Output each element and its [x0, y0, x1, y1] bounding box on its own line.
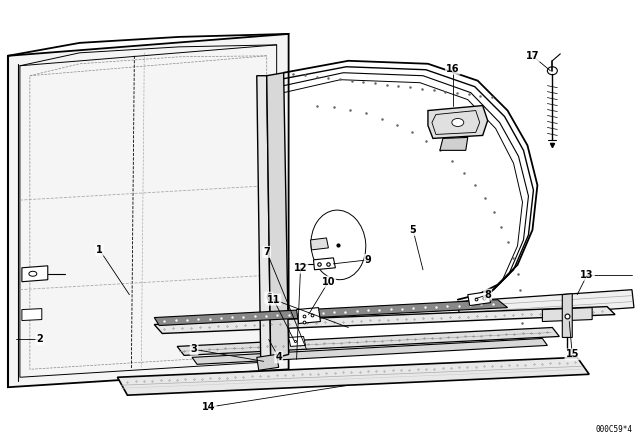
- Ellipse shape: [452, 119, 464, 126]
- Text: 7: 7: [263, 247, 270, 257]
- Text: 12: 12: [294, 263, 307, 273]
- Polygon shape: [8, 34, 289, 387]
- Ellipse shape: [29, 271, 37, 276]
- Text: 16: 16: [446, 64, 460, 74]
- Polygon shape: [468, 292, 491, 306]
- Polygon shape: [154, 306, 615, 333]
- Text: 2: 2: [36, 335, 43, 345]
- Polygon shape: [257, 354, 278, 370]
- Text: 11: 11: [267, 295, 280, 305]
- Text: 13: 13: [580, 270, 594, 280]
- Text: 9: 9: [365, 255, 372, 265]
- Polygon shape: [192, 338, 547, 364]
- Text: 4: 4: [275, 353, 282, 362]
- Text: 1: 1: [96, 245, 103, 255]
- Text: 000C59*4: 000C59*4: [595, 425, 632, 434]
- Polygon shape: [440, 138, 468, 151]
- Text: 15: 15: [566, 349, 579, 359]
- Text: 6: 6: [266, 293, 272, 303]
- Text: 14: 14: [202, 402, 216, 412]
- Text: 10: 10: [322, 277, 335, 287]
- Polygon shape: [117, 358, 589, 395]
- Ellipse shape: [547, 67, 557, 75]
- Polygon shape: [22, 266, 48, 282]
- Polygon shape: [458, 290, 634, 319]
- Text: 3: 3: [191, 345, 198, 354]
- Polygon shape: [289, 336, 305, 346]
- Polygon shape: [563, 294, 572, 337]
- Text: 17: 17: [525, 51, 539, 61]
- Polygon shape: [154, 300, 508, 326]
- Polygon shape: [310, 238, 328, 250]
- Polygon shape: [542, 308, 592, 322]
- Polygon shape: [267, 73, 289, 359]
- Polygon shape: [257, 76, 271, 364]
- Text: 5: 5: [410, 225, 417, 235]
- Polygon shape: [428, 106, 488, 138]
- Polygon shape: [22, 309, 42, 320]
- Text: 8: 8: [484, 290, 491, 300]
- Polygon shape: [177, 327, 559, 355]
- Polygon shape: [296, 308, 321, 323]
- Polygon shape: [314, 258, 335, 270]
